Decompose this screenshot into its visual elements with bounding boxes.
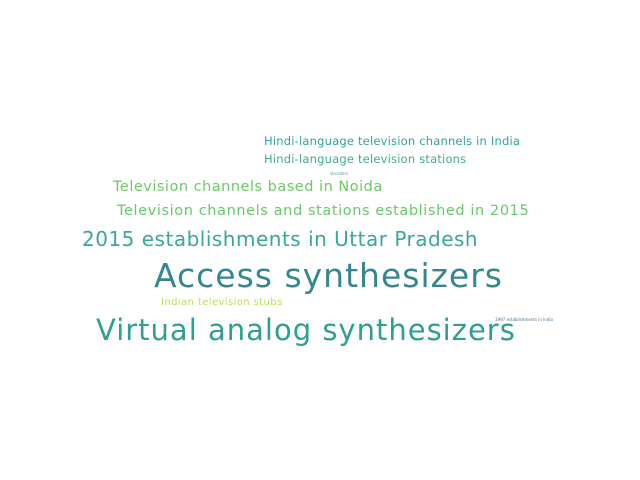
word-vocoders: Vocoders (330, 171, 349, 176)
word-television-channels-noida: Television channels based in Noida (113, 179, 383, 195)
word-television-channels-stations-2015: Television channels and stations establi… (117, 203, 530, 219)
word-hindi-television-stations: Hindi-language television stations (264, 152, 467, 166)
word-virtual-analog-synthesizers: Virtual analog synthesizers (96, 313, 516, 347)
word-hindi-television-channels-india: Hindi-language television channels in In… (264, 134, 521, 148)
word-1997-establishments-india: 1997 establishments in India (495, 317, 553, 322)
word-2015-establishments-uttar-pradesh: 2015 establishments in Uttar Pradesh (82, 227, 479, 251)
word-access-synthesizers: Access synthesizers (154, 256, 503, 295)
word-indian-television-stubs: Indian television stubs (161, 297, 283, 308)
